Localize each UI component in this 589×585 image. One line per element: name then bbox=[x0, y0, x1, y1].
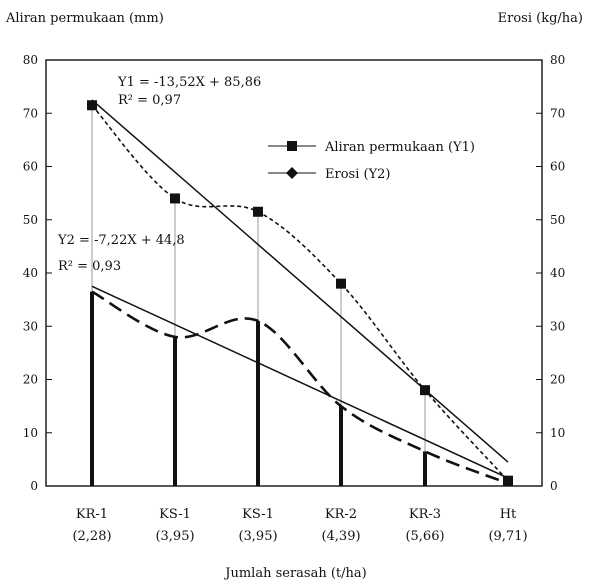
category-sublabel: (2,28) bbox=[72, 529, 111, 544]
right-axis-title: Erosi (kg/ha) bbox=[498, 11, 583, 26]
left-tick-label: 60 bbox=[23, 160, 38, 174]
right-tick-label: 20 bbox=[550, 373, 565, 387]
left-tick-label: 30 bbox=[23, 319, 38, 333]
legend-label-y2: Erosi (Y2) bbox=[325, 167, 391, 182]
left-axis-title: Aliran permukaan (mm) bbox=[5, 11, 164, 26]
category-label: KS-1 bbox=[159, 507, 191, 522]
category-sublabel: (3,95) bbox=[238, 529, 277, 544]
right-tick-label: 10 bbox=[550, 426, 565, 440]
marker-aliran-permukaan bbox=[336, 278, 346, 289]
left-tick-label: 50 bbox=[23, 213, 38, 227]
category-sublabel: (4,39) bbox=[321, 529, 360, 544]
category-sublabel: (5,66) bbox=[405, 529, 444, 544]
left-tick-label: 20 bbox=[23, 373, 38, 387]
category-sublabel: (3,95) bbox=[155, 529, 194, 544]
right-tick-label: 80 bbox=[550, 53, 565, 67]
trendline-y2 bbox=[91, 285, 509, 479]
category-labels: KR-1 (2,28) KS-1 (3,95) KS-1 (3,95) KR-2 (4,39)… bbox=[72, 507, 527, 544]
trendline-y1 bbox=[91, 99, 509, 463]
legend-label-y1: Aliran permukaan (Y1) bbox=[324, 140, 475, 155]
left-tick-label: 0 bbox=[30, 479, 38, 493]
x-axis-title: Jumlah serasah (t/ha) bbox=[223, 566, 366, 581]
marker-aliran-permukaan bbox=[253, 206, 263, 217]
curve-aliran-permukaan bbox=[91, 104, 509, 482]
marker-aliran-permukaan bbox=[170, 193, 180, 204]
right-tick-label: 40 bbox=[550, 266, 565, 280]
legend: Aliran permukaan (Y1) Erosi (Y2) bbox=[268, 140, 475, 182]
marker-aliran-permukaan bbox=[87, 100, 97, 111]
left-tick-label: 70 bbox=[23, 106, 38, 120]
bars bbox=[90, 105, 510, 486]
category-sublabel: (9,71) bbox=[488, 529, 527, 544]
right-tick-label: 70 bbox=[550, 106, 565, 120]
trendline-y1-r2: R² = 0,97 bbox=[118, 93, 181, 108]
left-tick-label: 10 bbox=[23, 426, 38, 440]
left-tick-label: 80 bbox=[23, 53, 38, 67]
category-label: KS-1 bbox=[242, 507, 274, 522]
trendline-y2-equation: Y2 = -7,22X + 44,8 bbox=[57, 233, 185, 248]
marker-aliran-permukaan bbox=[503, 475, 513, 486]
category-label: KR-1 bbox=[76, 507, 108, 522]
series-curves bbox=[91, 104, 509, 485]
category-label: KR-2 bbox=[325, 507, 357, 522]
marker-aliran-permukaan bbox=[420, 385, 430, 396]
right-tick-label: 30 bbox=[550, 319, 565, 333]
right-tick-label: 60 bbox=[550, 160, 565, 174]
markers bbox=[87, 100, 513, 486]
trendline-y2-r2: R² = 0,93 bbox=[58, 259, 121, 274]
curve-erosi bbox=[91, 290, 509, 485]
left-tick-label: 40 bbox=[23, 266, 38, 280]
legend-diamond-marker bbox=[286, 167, 298, 179]
axis-ticks: 0 0 10 10 20 20 30 30 40 40 50 50 60 60 70 70 80 80 bbox=[23, 53, 566, 493]
trendline-y1-equation: Y1 = -13,52X + 85,86 bbox=[117, 75, 261, 90]
category-label: KR-3 bbox=[409, 507, 441, 522]
legend-square-marker bbox=[287, 141, 297, 151]
right-tick-label: 0 bbox=[550, 479, 558, 493]
right-tick-label: 50 bbox=[550, 213, 565, 227]
category-label: Ht bbox=[500, 507, 517, 522]
trendlines bbox=[91, 99, 509, 479]
